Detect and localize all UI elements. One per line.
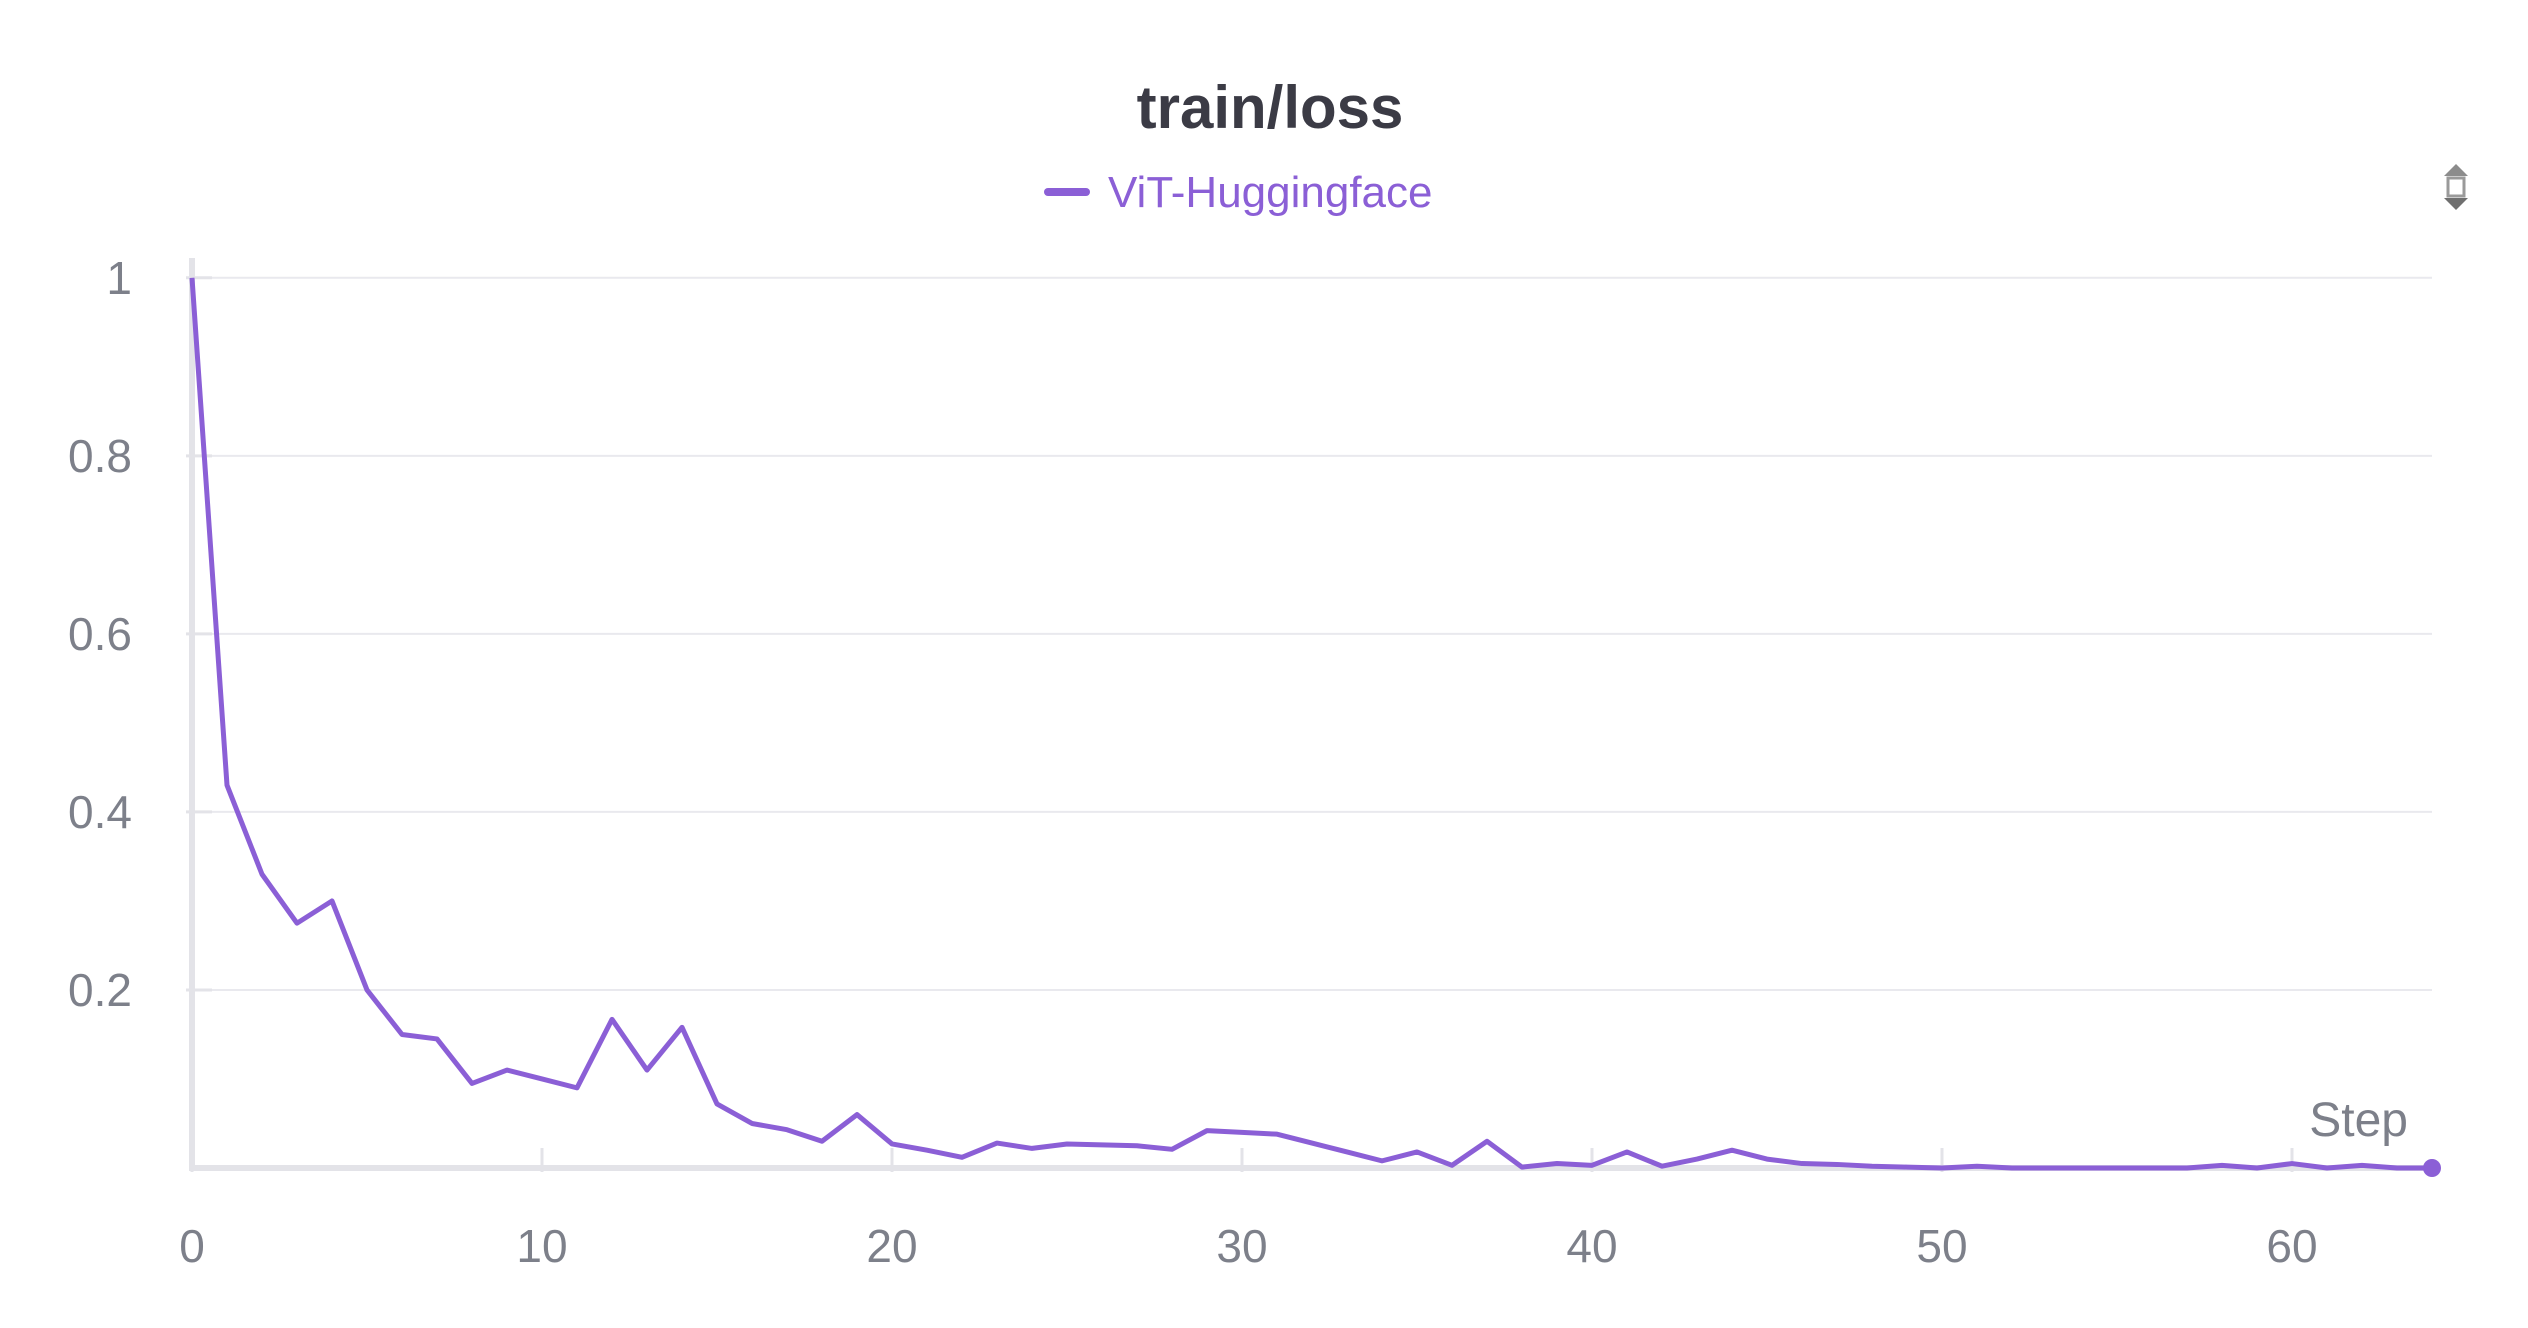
- series-layer: [189, 277, 2441, 1177]
- axes: [189, 258, 2432, 1171]
- y-tick-label: 0.4: [68, 786, 132, 838]
- grid-lines: [192, 276, 2432, 991]
- x-axis-ticks: 0 10 20 30 40 50 60: [179, 1148, 2318, 1272]
- y-tick-label: 0.6: [68, 608, 132, 660]
- series-line[interactable]: [189, 277, 2432, 1171]
- x-tick-label: 40: [1566, 1220, 1617, 1272]
- legend-series-label[interactable]: ViT-Huggingface: [1108, 168, 1433, 217]
- legend[interactable]: ViT-Huggingface: [1044, 168, 1433, 217]
- series-end-point[interactable]: [2423, 1159, 2441, 1177]
- y-tick-label: 0.8: [68, 430, 132, 482]
- chart-title: train/loss: [1137, 74, 1404, 141]
- x-tick-label: 0: [179, 1220, 205, 1272]
- y-tick-label: 0.2: [68, 964, 132, 1016]
- scale-toggle-icon[interactable]: [2444, 164, 2468, 210]
- x-tick-label: 30: [1216, 1220, 1267, 1272]
- x-axis-label: Step: [2309, 1094, 2408, 1147]
- x-tick-label: 60: [2266, 1220, 2317, 1272]
- y-tick-label: 1: [106, 252, 132, 304]
- x-tick-label: 50: [1916, 1220, 1967, 1272]
- x-tick-label: 10: [516, 1220, 567, 1272]
- y-axis-ticks: 0.2 0.4 0.6 0.8 1: [68, 252, 212, 1016]
- x-tick-label: 20: [866, 1220, 917, 1272]
